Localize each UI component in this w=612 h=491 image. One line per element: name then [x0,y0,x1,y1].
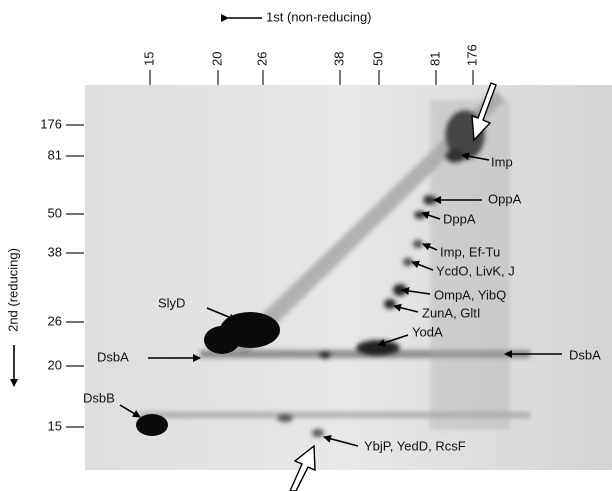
marker-label: 81 [48,147,62,162]
protein-label: DsbA [569,347,601,362]
marker-label: 38 [331,52,346,66]
top-markers: 15 20 26 38 50 81 176 [141,44,479,85]
protein-label: YbjP, YedD, RcsF [364,438,466,453]
protein-label: OppA [488,191,522,206]
marker-label: 176 [40,116,62,131]
left-markers: 176 81 50 38 26 20 15 [40,116,84,433]
marker-label: 15 [141,52,156,66]
protein-label: Imp, Ef-Tu [440,244,500,259]
marker-label: 38 [48,244,62,259]
figure: 1st (non-reducing) 15 20 26 38 50 81 176… [0,0,612,491]
marker-label: 26 [48,313,62,328]
dsba-spot [204,326,240,354]
marker-label: 26 [254,52,269,66]
marker-label: 15 [48,418,62,433]
protein-label: YodA [412,324,443,339]
dsbb-spot [136,414,168,436]
protein-label: YcdO, LivK, J [436,263,515,278]
left-axis-title: 2nd (reducing) [5,248,20,332]
marker-label: 20 [48,357,62,372]
protein-label: ZunA, GltI [422,305,481,320]
marker-label: 50 [370,52,385,66]
protein-label: SlyD [158,295,185,310]
protein-label: DsbA [97,349,129,364]
top-axis-title: 1st (non-reducing) [266,9,372,24]
marker-label: 81 [427,52,442,66]
marker-label: 50 [48,205,62,220]
marker-label: 176 [464,44,479,66]
protein-label: DppA [443,211,476,226]
protein-label: OmpA, YibQ [434,287,506,302]
protein-label: Imp [491,154,513,169]
marker-label: 20 [209,52,224,66]
protein-label: DsbB [83,390,115,405]
